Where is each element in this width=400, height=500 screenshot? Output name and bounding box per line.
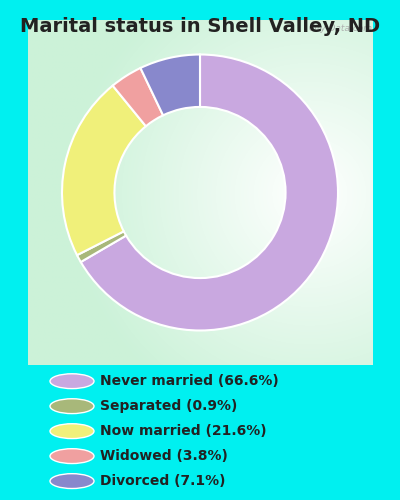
Wedge shape bbox=[62, 86, 146, 255]
Circle shape bbox=[50, 474, 94, 488]
Text: Never married (66.6%): Never married (66.6%) bbox=[100, 374, 279, 388]
Wedge shape bbox=[140, 54, 200, 116]
Circle shape bbox=[50, 448, 94, 464]
Circle shape bbox=[50, 399, 94, 413]
Text: Now married (21.6%): Now married (21.6%) bbox=[100, 424, 267, 438]
Wedge shape bbox=[81, 54, 338, 330]
Text: City-Data.com: City-Data.com bbox=[308, 24, 372, 33]
Wedge shape bbox=[77, 232, 126, 262]
Text: Separated (0.9%): Separated (0.9%) bbox=[100, 399, 237, 413]
Circle shape bbox=[50, 424, 94, 438]
Text: Widowed (3.8%): Widowed (3.8%) bbox=[100, 449, 228, 463]
Circle shape bbox=[50, 374, 94, 388]
Text: Divorced (7.1%): Divorced (7.1%) bbox=[100, 474, 226, 488]
Text: Marital status in Shell Valley, ND: Marital status in Shell Valley, ND bbox=[20, 18, 380, 36]
Wedge shape bbox=[113, 68, 163, 126]
